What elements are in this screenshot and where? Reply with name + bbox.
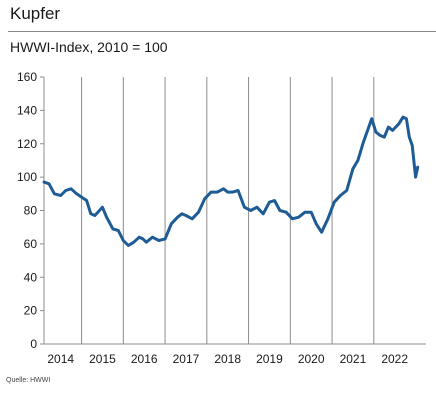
y-tick-label: 120 <box>17 137 37 151</box>
axes <box>40 76 426 345</box>
x-tick-label: 2018 <box>214 352 241 366</box>
x-tick-label: 2014 <box>47 352 74 366</box>
chart-title: Kupfer <box>10 4 61 23</box>
series-lines <box>42 115 420 247</box>
y-tick-label: 100 <box>17 170 37 184</box>
x-tick-label: 2016 <box>131 352 158 366</box>
x-tick-label: 2019 <box>256 352 283 366</box>
y-tick-label: 160 <box>17 70 37 84</box>
y-tick-label: 80 <box>24 204 38 218</box>
y-tick-label: 40 <box>24 270 38 284</box>
y-tick-label: 20 <box>24 304 38 318</box>
x-tick-label: 2020 <box>298 352 325 366</box>
x-tick-label: 2015 <box>89 352 116 366</box>
y-tick-label: 140 <box>17 103 37 117</box>
y-axis-tick-labels: 0 20 40 60 80 100 120 140 160 <box>17 70 37 351</box>
chart-subtitle: HWWI-Index, 2010 = 100 <box>10 39 168 55</box>
x-axis-tick-labels: 2014 2015 2016 2017 2018 2019 2020 2021 2022 <box>47 352 408 366</box>
x-tick-label: 2021 <box>340 352 367 366</box>
series-line-kupfer <box>42 115 420 247</box>
title-divider <box>8 31 436 32</box>
x-tick-label: 2017 <box>173 352 200 366</box>
y-tick-label: 60 <box>24 237 38 251</box>
y-tick-label: 0 <box>30 337 37 351</box>
x-tick-label: 2022 <box>381 352 408 366</box>
source-note: Quelle: HWWI <box>6 377 51 384</box>
